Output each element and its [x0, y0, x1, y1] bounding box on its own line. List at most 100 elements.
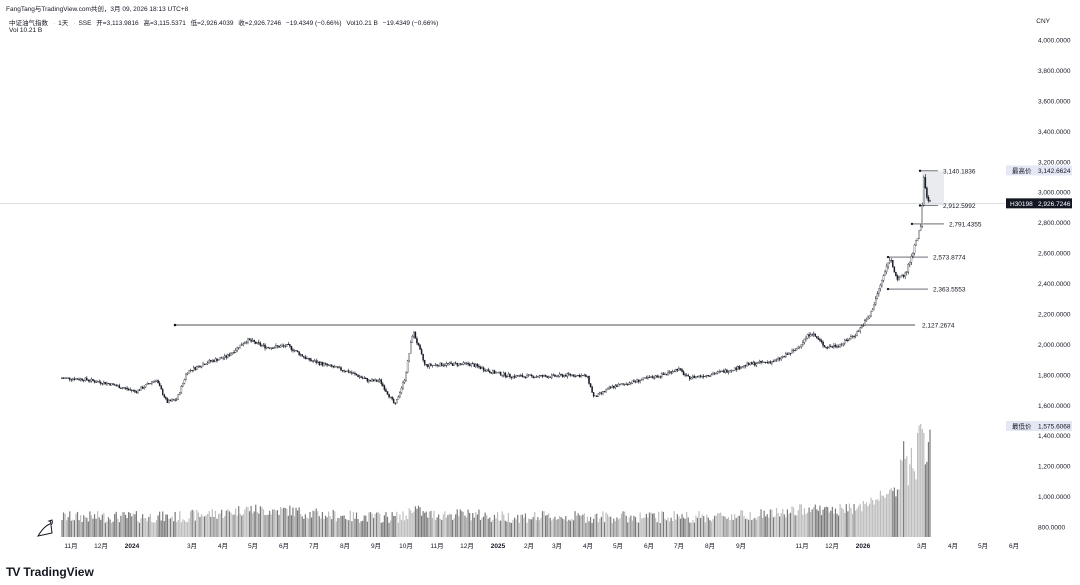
candle-body: [504, 372, 507, 377]
candle-body: [802, 342, 804, 345]
candle-body: [175, 399, 178, 401]
volume-bar: [120, 515, 122, 537]
volume-bar: [613, 518, 615, 537]
candle-body: [760, 361, 762, 363]
volume-bar: [856, 508, 858, 537]
volume-bar: [791, 506, 793, 537]
volume-bar: [555, 519, 558, 537]
candle-body: [278, 346, 280, 348]
volume-bar: [253, 511, 255, 537]
volume-bar: [492, 519, 494, 537]
volume-bar: [689, 522, 691, 537]
symbol-interval[interactable]: 1天: [58, 20, 69, 27]
volume-bar: [884, 497, 886, 537]
ohlc-close: 收=2,926.7246: [238, 20, 282, 27]
volume-bar: [653, 513, 655, 537]
candle-body: [388, 394, 390, 398]
candle-body: [251, 340, 254, 342]
symbol-legend[interactable]: 中证油气指数 · 1天 · SSE 开=3,113.9816 高=3,115.5371 …: [9, 20, 439, 27]
volume-bar: [820, 515, 823, 537]
volume-bar: [625, 515, 627, 537]
candle-body: [901, 275, 903, 277]
volume-bar: [675, 519, 677, 537]
volume-bar: [669, 521, 671, 537]
volume-bar: [224, 516, 226, 537]
x-tick-label: 9月: [736, 542, 746, 550]
candle-body: [422, 354, 424, 361]
candle-body: [625, 383, 627, 385]
candle-body: [857, 331, 860, 332]
volume-bar: [603, 522, 606, 537]
volume-bar: [611, 522, 613, 537]
volume-bar: [765, 516, 767, 537]
volume-bar: [289, 505, 291, 537]
tradingview-brand[interactable]: TV TradingView: [6, 565, 94, 579]
volume-bar: [855, 510, 857, 537]
volume-bar: [137, 520, 139, 537]
candle-body: [389, 396, 392, 398]
symbol-name[interactable]: 中证油气指数: [9, 20, 48, 27]
candle-body: [351, 372, 353, 374]
candle-body: [895, 272, 897, 276]
candle-body: [276, 345, 279, 347]
candle-body: [385, 389, 387, 392]
candle-body: [865, 319, 868, 321]
candle-body: [803, 338, 806, 343]
volume-bar: [236, 515, 238, 537]
volume-bar: [741, 510, 744, 537]
volume-bar: [920, 424, 922, 537]
candle-body: [605, 389, 607, 392]
candle-body: [124, 387, 127, 389]
candle-body: [307, 357, 310, 359]
volume-bar: [329, 515, 331, 537]
volume-bar: [258, 513, 260, 537]
candle-body: [185, 374, 187, 380]
candle-body: [213, 360, 215, 362]
candle-body: [478, 365, 480, 368]
candle-body: [613, 385, 615, 388]
volume-bar: [746, 518, 748, 537]
volume-bar: [562, 518, 564, 537]
volume-bar: [230, 512, 232, 537]
price-labels: 最高价 3,142.6624 最低价 1,575.6068 H30198 2,926.72…: [36, 165, 1072, 537]
volume-bar: [712, 519, 714, 537]
volume-bar: [532, 516, 534, 537]
volume-bar: [377, 511, 379, 537]
candle-body: [578, 375, 581, 378]
volume-bar: [879, 490, 881, 537]
candle-body: [338, 367, 341, 369]
volume-bar: [103, 513, 105, 537]
volume-bar: [638, 522, 640, 537]
volume-bar: [853, 503, 855, 537]
candle-body: [363, 377, 365, 379]
volume-bar: [501, 511, 503, 537]
volume-bar: [235, 508, 237, 537]
volume-bar: [168, 518, 170, 537]
volume-bar: [762, 517, 764, 537]
volume-bar: [571, 518, 573, 537]
candle-body: [344, 371, 347, 372]
highest-price-tag: 最高价: [1012, 166, 1032, 175]
candle-body: [713, 373, 716, 375]
volume-bar: [918, 425, 920, 537]
volume-bar: [816, 509, 818, 537]
y-tick-label: 3,400.0000: [1038, 129, 1071, 136]
x-tick-label: 3月: [552, 542, 562, 550]
candle-body: [828, 346, 831, 349]
volume-bar: [617, 519, 620, 537]
candle-body: [312, 360, 314, 362]
volume-bar: [667, 517, 669, 537]
candle-body: [906, 271, 908, 274]
candle-body: [117, 385, 119, 387]
candle-body: [134, 390, 136, 392]
volume-bar: [101, 514, 103, 537]
candle-body: [250, 339, 252, 342]
candle-body: [323, 363, 325, 366]
volume-legend[interactable]: Vol 10.21 B: [9, 27, 43, 34]
candle-body: [915, 240, 917, 246]
volume-bar: [447, 514, 449, 537]
candle-body: [471, 363, 474, 365]
candle-body: [295, 350, 297, 352]
candle-body: [467, 362, 469, 365]
